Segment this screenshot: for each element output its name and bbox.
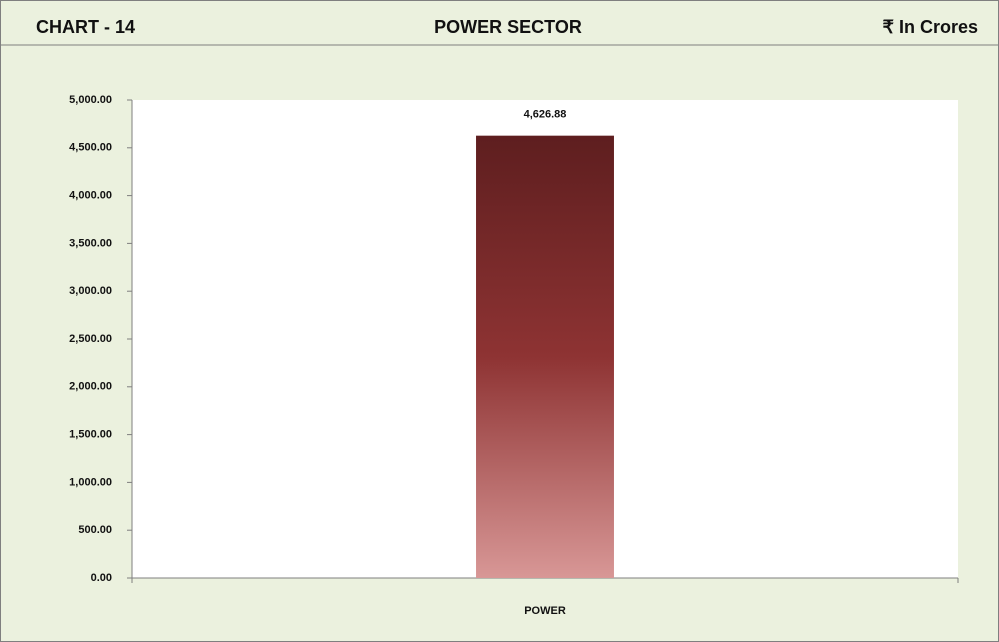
y-tick-label: 3,000.00 — [69, 285, 112, 297]
x-tick-label: POWER — [524, 605, 566, 617]
y-tick-label: 500.00 — [78, 524, 112, 536]
y-tick-label: 3,500.00 — [69, 237, 112, 249]
bar — [476, 135, 614, 578]
y-tick-label: 1,500.00 — [69, 429, 112, 441]
y-tick-label: 2,500.00 — [69, 333, 112, 345]
chart-label: CHART - 14 — [36, 17, 135, 37]
data-label: 4,626.88 — [524, 109, 567, 121]
y-tick-label: 4,000.00 — [69, 190, 112, 202]
y-tick-label: 0.00 — [91, 572, 112, 584]
y-tick-label: 5,000.00 — [69, 94, 112, 106]
y-tick-label: 1,000.00 — [69, 476, 112, 488]
chart-title: POWER SECTOR — [434, 17, 582, 37]
unit-label: ₹ In Crores — [883, 17, 978, 37]
y-tick-label: 4,500.00 — [69, 142, 112, 154]
y-tick-label: 2,000.00 — [69, 381, 112, 393]
